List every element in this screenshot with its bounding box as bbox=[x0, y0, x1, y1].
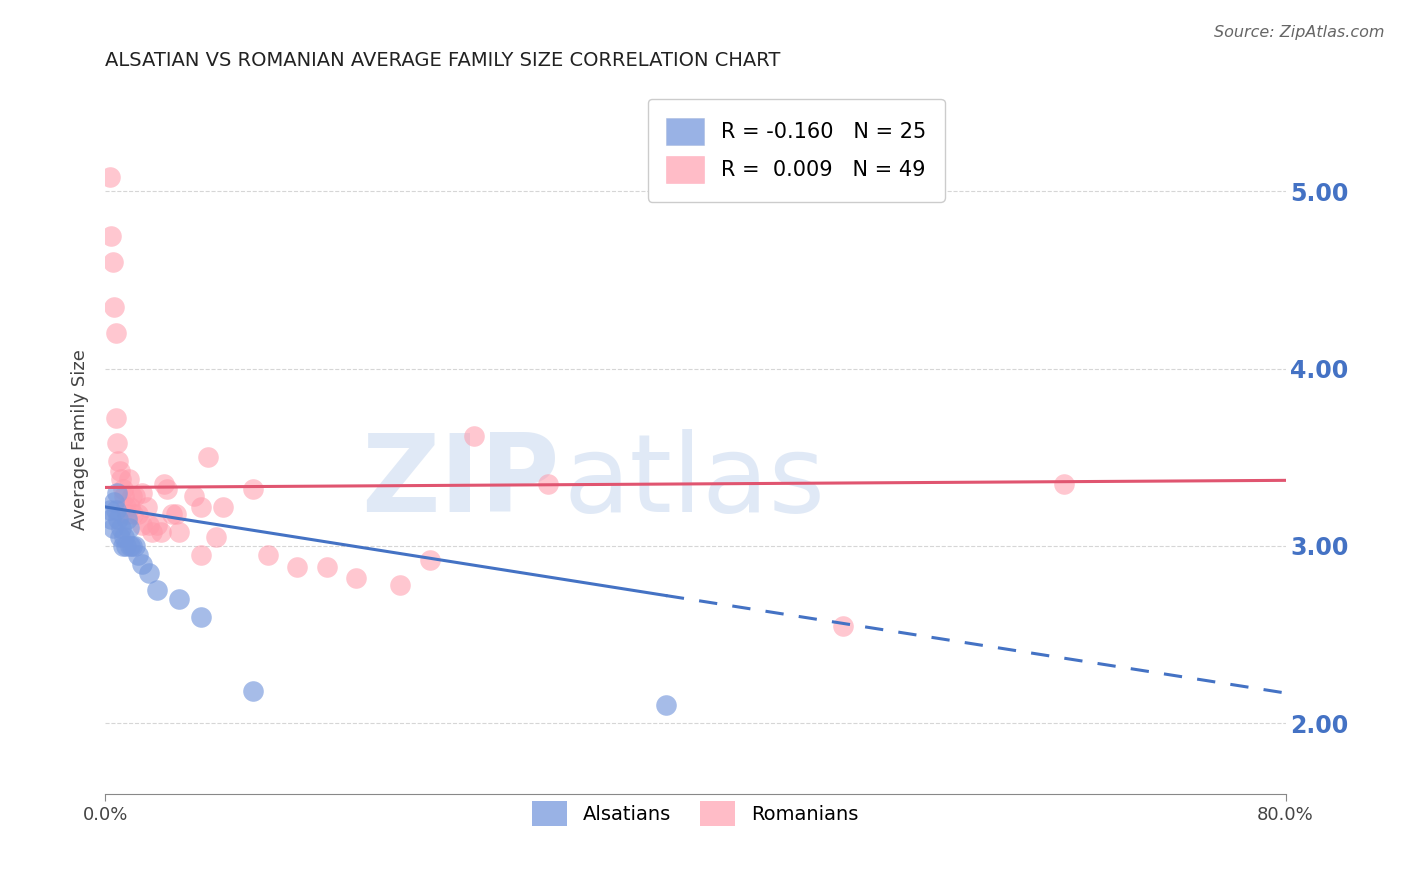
Point bbox=[167, 592, 190, 607]
Point bbox=[112, 489, 135, 503]
Point bbox=[104, 411, 127, 425]
Point bbox=[98, 503, 121, 517]
Point bbox=[344, 571, 367, 585]
Point bbox=[105, 485, 128, 500]
Point bbox=[419, 553, 441, 567]
Text: atlas: atlas bbox=[564, 429, 825, 535]
Point bbox=[131, 485, 153, 500]
Text: ALSATIAN VS ROMANIAN AVERAGE FAMILY SIZE CORRELATION CHART: ALSATIAN VS ROMANIAN AVERAGE FAMILY SIZE… bbox=[105, 51, 780, 70]
Point bbox=[153, 476, 176, 491]
Point bbox=[98, 170, 121, 185]
Point bbox=[124, 539, 146, 553]
Point bbox=[105, 436, 128, 450]
Point bbox=[131, 557, 153, 571]
Point bbox=[115, 500, 138, 514]
Point bbox=[150, 524, 173, 539]
Point bbox=[107, 454, 129, 468]
Point bbox=[111, 539, 134, 553]
Point bbox=[101, 521, 124, 535]
Point bbox=[190, 548, 212, 562]
Point bbox=[110, 521, 132, 535]
Point bbox=[146, 583, 169, 598]
Point bbox=[205, 530, 228, 544]
Point bbox=[127, 548, 149, 562]
Point bbox=[108, 530, 131, 544]
Point bbox=[117, 507, 139, 521]
Point bbox=[108, 465, 131, 479]
Y-axis label: Average Family Size: Average Family Size bbox=[72, 349, 89, 530]
Point bbox=[103, 300, 125, 314]
Point bbox=[190, 609, 212, 624]
Text: Source: ZipAtlas.com: Source: ZipAtlas.com bbox=[1215, 25, 1385, 40]
Point bbox=[104, 326, 127, 341]
Point bbox=[212, 500, 235, 514]
Point bbox=[146, 517, 169, 532]
Point bbox=[118, 472, 141, 486]
Point bbox=[118, 521, 141, 535]
Point bbox=[101, 255, 124, 269]
Point bbox=[131, 517, 153, 532]
Point bbox=[111, 482, 134, 496]
Point bbox=[120, 539, 142, 553]
Point bbox=[115, 539, 138, 553]
Point bbox=[832, 618, 855, 632]
Point bbox=[120, 500, 142, 514]
Point bbox=[242, 482, 264, 496]
Point bbox=[112, 530, 135, 544]
Point bbox=[197, 450, 219, 465]
Point bbox=[110, 472, 132, 486]
Point bbox=[127, 507, 149, 521]
Point bbox=[100, 228, 122, 243]
Point bbox=[655, 698, 678, 713]
Point bbox=[183, 489, 205, 503]
Point bbox=[104, 503, 127, 517]
Point bbox=[124, 489, 146, 503]
Point bbox=[135, 500, 157, 514]
Point bbox=[242, 684, 264, 698]
Point bbox=[160, 507, 183, 521]
Point bbox=[107, 512, 129, 526]
Point bbox=[121, 489, 143, 503]
Point bbox=[463, 429, 485, 443]
Point bbox=[190, 500, 212, 514]
Point bbox=[141, 524, 163, 539]
Point bbox=[138, 517, 160, 532]
Point bbox=[122, 507, 145, 521]
Text: ZIP: ZIP bbox=[361, 429, 560, 535]
Point bbox=[537, 476, 560, 491]
Point bbox=[256, 548, 278, 562]
Point bbox=[389, 578, 412, 592]
Point bbox=[285, 560, 308, 574]
Point bbox=[167, 524, 190, 539]
Legend: Alsatians, Romanians: Alsatians, Romanians bbox=[524, 793, 866, 834]
Point bbox=[138, 566, 160, 580]
Point bbox=[156, 482, 179, 496]
Point bbox=[121, 539, 143, 553]
Point bbox=[100, 512, 122, 526]
Point bbox=[1053, 476, 1076, 491]
Point bbox=[315, 560, 337, 574]
Point bbox=[117, 512, 139, 526]
Point bbox=[103, 494, 125, 508]
Point bbox=[165, 507, 187, 521]
